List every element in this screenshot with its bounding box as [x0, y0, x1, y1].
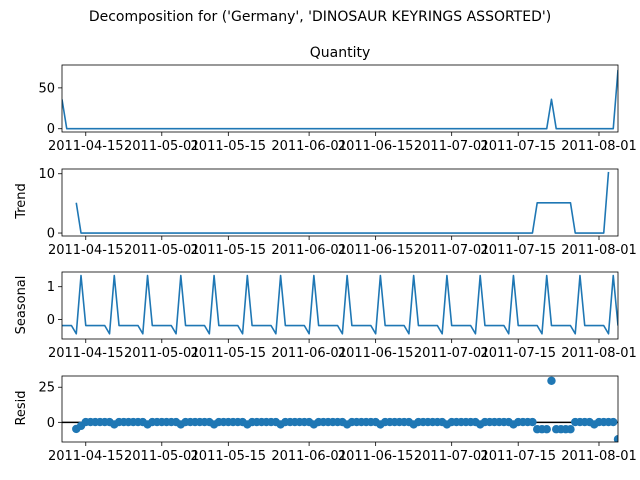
resid-ytick-label-1: 25 — [38, 381, 55, 396]
seasonal-xtick-label-1: 2011-05-01 — [124, 346, 200, 361]
quantity-plot-area — [62, 69, 618, 130]
trend-frame — [61, 168, 619, 237]
trend-xtick-label-3: 2011-06-01 — [271, 243, 347, 258]
resid-xtick-label-1: 2011-05-01 — [124, 449, 200, 464]
resid-xtick-label-7: 2011-08-01 — [561, 449, 637, 464]
quantity-xtick-label-2: 2011-05-15 — [191, 139, 267, 154]
trend-series-line — [75, 171, 610, 234]
seasonal-ytick-label-1: 1 — [47, 280, 55, 295]
resid-ytick-label-0: 0 — [47, 416, 55, 431]
seasonal-ytick-label-0: 0 — [47, 313, 55, 328]
quantity-xtick-label-4: 2011-06-15 — [338, 139, 414, 154]
resid-xtick-label-5: 2011-07-01 — [414, 449, 490, 464]
seasonal-xtick-label-3: 2011-06-01 — [271, 346, 347, 361]
quantity-panel-title: Quantity — [310, 45, 371, 61]
resid-xtick-label-0: 2011-04-15 — [48, 449, 124, 464]
trend-panel-ylabel: Trend — [14, 183, 29, 220]
quantity-xtick-label-3: 2011-06-01 — [271, 139, 347, 154]
resid-panel-ylabel: Resid — [14, 390, 29, 425]
resid-xtick-label-2: 2011-05-15 — [191, 449, 267, 464]
seasonal-series-line — [62, 274, 618, 335]
seasonal-xtick-label-0: 2011-04-15 — [48, 346, 124, 361]
quantity-xtick-label-0: 2011-04-15 — [48, 139, 124, 154]
quantity-ytick-label-1: 50 — [38, 81, 55, 96]
trend-xtick-label-6: 2011-07-15 — [480, 243, 556, 258]
trend-ytick-label-1: 10 — [38, 167, 55, 182]
seasonal-plot-area — [62, 274, 618, 335]
resid-xtick-label-3: 2011-06-01 — [271, 449, 347, 464]
quantity-xtick-label-7: 2011-08-01 — [561, 139, 637, 154]
trend-plot-area — [75, 171, 610, 234]
quantity-xtick-label-5: 2011-07-01 — [414, 139, 490, 154]
seasonal-xtick-label-5: 2011-07-01 — [414, 346, 490, 361]
trend-xtick-label-5: 2011-07-01 — [414, 243, 490, 258]
seasonal-xtick-label-2: 2011-05-15 — [191, 346, 267, 361]
resid-point-96 — [528, 417, 537, 427]
resid-point-114 — [613, 434, 618, 442]
trend-xtick-label-2: 2011-05-15 — [191, 243, 267, 258]
quantity-ytick-label-0: 0 — [47, 122, 55, 137]
seasonal-frame — [61, 271, 619, 340]
trend-xtick-label-0: 2011-04-15 — [48, 243, 124, 258]
resid-xtick-label-4: 2011-06-15 — [338, 449, 414, 464]
resid-point-113 — [609, 417, 618, 427]
seasonal-xtick-label-6: 2011-07-15 — [480, 346, 556, 361]
trend-xtick-label-7: 2011-08-01 — [561, 243, 637, 258]
seasonal-xtick-label-7: 2011-08-01 — [561, 346, 637, 361]
seasonal-panel-ylabel: Seasonal — [14, 276, 29, 335]
seasonal-xtick-label-4: 2011-06-15 — [338, 346, 414, 361]
figure-suptitle: Decomposition for ('Germany', 'DINOSAUR … — [89, 9, 551, 25]
resid-point-99 — [542, 425, 551, 434]
quantity-frame — [61, 64, 619, 133]
resid-point-100 — [547, 376, 556, 385]
resid-plot-area — [62, 376, 618, 442]
trend-ytick-label-0: 0 — [47, 227, 55, 242]
trend-xtick-label-4: 2011-06-15 — [338, 243, 414, 258]
resid-point-104 — [566, 425, 575, 434]
quantity-xtick-label-1: 2011-05-01 — [124, 139, 200, 154]
quantity-series-line — [62, 69, 618, 130]
resid-xtick-label-6: 2011-07-15 — [480, 449, 556, 464]
resid-frame — [61, 375, 619, 443]
trend-xtick-label-1: 2011-05-01 — [124, 243, 200, 258]
quantity-xtick-label-6: 2011-07-15 — [480, 139, 556, 154]
